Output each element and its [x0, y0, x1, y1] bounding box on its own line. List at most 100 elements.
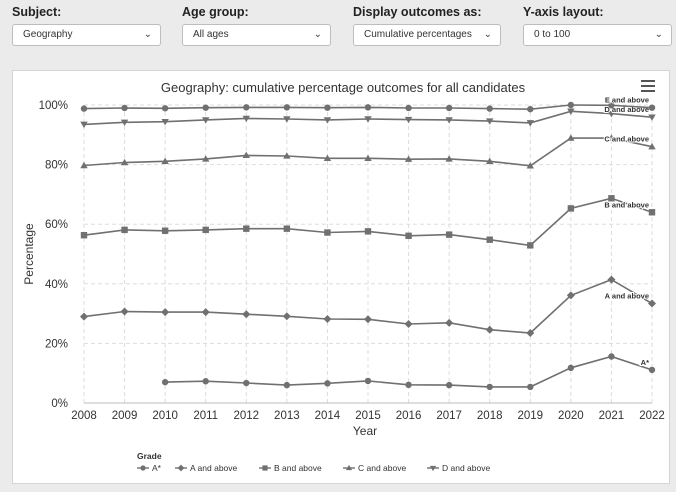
x-tick-label: 2017 [436, 410, 462, 422]
series-d-and-above: D and above [80, 104, 656, 129]
legend-item: A and above [175, 463, 238, 473]
legend-marker [262, 465, 268, 471]
data-point [283, 104, 291, 111]
legend-label: A and above [190, 463, 238, 473]
chevron-down-icon: ⌄ [654, 29, 663, 40]
data-point [364, 116, 372, 123]
display-select[interactable]: Cumulative percentages ⌄ [353, 24, 501, 46]
data-point [648, 143, 656, 150]
series-e-and-above: E and above [80, 95, 656, 113]
data-point [243, 225, 250, 232]
data-point [648, 209, 656, 216]
data-point [607, 134, 616, 141]
x-tick-label: 2014 [315, 410, 341, 422]
data-point [202, 104, 209, 111]
series-end-label: A and above [605, 291, 649, 300]
y-layout-control: Y-axis layout: 0 to 100 ⌄ [523, 4, 672, 46]
data-point [404, 155, 413, 162]
hamburger-icon[interactable] [641, 80, 655, 92]
legend-marker [177, 464, 185, 472]
display-control: Display outcomes as: Cumulative percenta… [353, 4, 501, 46]
axes: 0% 20% 40% 60% 80% 100% 2008 2009 2010 2011 2012 20… [39, 100, 665, 422]
legend: Grade A* A and above B and above C and abov… [137, 451, 490, 473]
chart-title: Geography: cumulative percentage outcome… [161, 80, 526, 95]
data-point [445, 117, 453, 124]
y-tick-label: 80% [45, 160, 68, 172]
x-tick-label: 2021 [599, 410, 625, 422]
chevron-down-icon: ⌄ [313, 29, 322, 40]
data-point [648, 114, 656, 121]
data-point [283, 225, 291, 232]
subject-select[interactable]: Geography ⌄ [12, 24, 161, 46]
x-tick-label: 2015 [355, 410, 381, 422]
age-group-label: Age group: [182, 5, 249, 19]
data-point [567, 134, 575, 141]
data-point [445, 381, 453, 389]
age-group-select[interactable]: All ages ⌄ [182, 24, 331, 46]
data-point [80, 121, 88, 129]
data-point [526, 120, 534, 127]
x-tick-label: 2022 [639, 410, 665, 422]
legend-item: C and above [343, 463, 406, 473]
data-point [161, 118, 169, 126]
data-point [161, 308, 170, 317]
data-point [567, 108, 575, 115]
controls-bar: Subject: Geography ⌄ Age group: All ages… [0, 0, 676, 62]
data-point [527, 242, 534, 249]
x-tick-label: 2008 [71, 410, 97, 422]
data-point [445, 155, 453, 162]
data-point [242, 310, 251, 319]
y-layout-select[interactable]: 0 to 100 ⌄ [523, 24, 672, 46]
y-tick-label: 60% [45, 219, 68, 231]
data-point [567, 101, 575, 109]
series-layer: A* A and above B and above C and above D and… [80, 95, 656, 391]
data-point [607, 275, 616, 284]
subject-control: Subject: Geography ⌄ [12, 4, 161, 46]
y-tick-label: 0% [51, 398, 68, 410]
y-layout-value: 0 to 100 [534, 29, 571, 40]
data-point [161, 157, 169, 165]
data-point [364, 154, 372, 162]
data-point [405, 232, 412, 240]
legend-label: B and above [274, 463, 322, 473]
age-group-value: All ages [193, 29, 229, 40]
legend-label: C and above [358, 463, 406, 473]
data-point [243, 104, 250, 111]
data-point [120, 158, 129, 166]
data-point [323, 154, 332, 162]
series-c-and-above: C and above [80, 134, 656, 169]
x-axis-label: Year [353, 424, 377, 438]
legend-marker [140, 465, 146, 471]
data-point [242, 151, 250, 159]
chevron-down-icon: ⌄ [143, 29, 152, 40]
data-point [324, 229, 331, 236]
x-tick-label: 2020 [558, 410, 584, 422]
data-point [445, 104, 453, 112]
data-point [485, 325, 494, 334]
data-point [364, 104, 372, 111]
data-point [364, 377, 372, 385]
data-point [608, 195, 615, 202]
data-point [405, 104, 412, 112]
data-point [80, 232, 88, 239]
series-a-: A* [161, 353, 656, 391]
series-end-label: D and above [604, 105, 649, 114]
data-point [120, 119, 129, 126]
data-point [566, 291, 575, 300]
data-point [80, 105, 88, 112]
series-b-and-above: B and above [80, 195, 656, 249]
data-point [526, 328, 535, 337]
data-point [202, 378, 209, 385]
x-tick-label: 2016 [396, 410, 422, 422]
data-point [283, 381, 291, 389]
data-point [282, 312, 291, 321]
data-point [486, 383, 493, 391]
data-point [404, 116, 413, 124]
data-point [648, 299, 656, 308]
data-point [364, 228, 372, 235]
legend-item: B and above [259, 463, 322, 473]
x-tick-label: 2010 [152, 410, 178, 422]
data-point [80, 161, 88, 169]
data-point [445, 231, 453, 238]
